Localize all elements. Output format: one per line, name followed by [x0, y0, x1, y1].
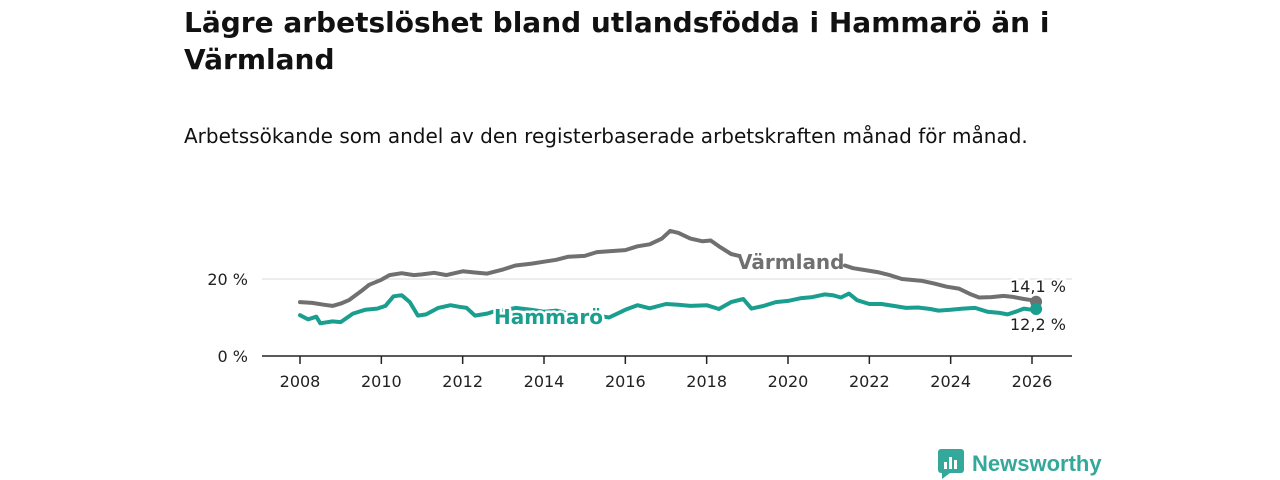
page-subtitle: Arbetssökande som andel av den registerb… [184, 124, 1028, 148]
x-tick-label: 2010 [361, 372, 402, 391]
x-tick-label: 2026 [1012, 372, 1053, 391]
y-tick-label: 0 % [218, 347, 248, 366]
x-tick-label: 2020 [768, 372, 809, 391]
end-value-label-varmland: 14,1 % [1010, 277, 1066, 296]
series-line-varmland-end [842, 263, 1039, 304]
y-tick-label: 20 % [207, 270, 248, 289]
series-label-varmland: Värmland [737, 250, 845, 274]
x-tick-label: 2016 [605, 372, 646, 391]
newsworthy-brand[interactable]: Newsworthy [938, 448, 1102, 480]
series-labels: Värmland Hammarö 14,1 % 12,2 % [492, 250, 1068, 336]
series-label-hammaro: Hammarö [494, 305, 603, 329]
series-line-varmland [298, 228, 742, 308]
newsworthy-logo-icon [938, 449, 964, 479]
x-tick-label: 2024 [930, 372, 971, 391]
page-title: Lägre arbetslöshet bland utlandsfödda i … [184, 6, 1050, 76]
x-tick-label: 2022 [849, 372, 890, 391]
x-tick-label: 2014 [524, 372, 565, 391]
end-marker-hammaro [1030, 303, 1043, 316]
end-value-label-hammaro: 12,2 % [1010, 315, 1066, 334]
brand-name: Newsworthy [972, 451, 1102, 476]
series-lines [298, 228, 1043, 326]
axes: 0 % 20 % 2008 2010 2012 2014 2016 2018 2020 2022 2… [207, 270, 1072, 391]
series-line-hammaro [298, 291, 1039, 326]
x-tick-label: 2018 [686, 372, 727, 391]
x-tick-label: 2012 [442, 372, 483, 391]
x-tick-label: 2008 [280, 372, 321, 391]
